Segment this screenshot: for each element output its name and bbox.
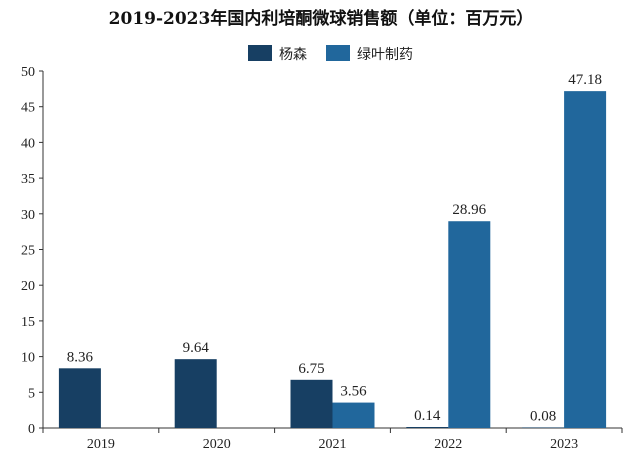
x-tick-label: 2021 bbox=[319, 437, 347, 452]
bar-yangsen-2020 bbox=[174, 359, 217, 428]
x-tick-label: 2019 bbox=[87, 437, 115, 452]
data-label: 9.64 bbox=[183, 340, 210, 356]
bar-yangsen-2023 bbox=[522, 427, 565, 429]
x-tick-label: 2020 bbox=[203, 437, 231, 452]
x-tick-label: 2023 bbox=[550, 437, 578, 452]
data-label: 8.36 bbox=[67, 349, 94, 365]
legend-swatch-luye bbox=[326, 45, 350, 61]
y-tick-label: 25 bbox=[21, 244, 35, 259]
y-tick-label: 30 bbox=[21, 208, 35, 223]
y-tick-label: 15 bbox=[21, 315, 35, 330]
data-label: 0.08 bbox=[530, 408, 556, 424]
legend-label-yangsen: 杨森 bbox=[279, 47, 307, 63]
y-tick-label: 5 bbox=[28, 386, 35, 401]
data-label: 3.56 bbox=[340, 384, 367, 400]
data-labels: 8.36 9.64 6.75 0.14 0.08 3.56 28.96 47.18 bbox=[67, 72, 602, 424]
legend-label-luye: 绿叶制药 bbox=[357, 47, 413, 63]
y-tick-label: 45 bbox=[21, 101, 35, 116]
bar-luye-2021 bbox=[332, 402, 375, 428]
y-axis: 0 5 10 15 20 25 30 35 40 45 50 bbox=[21, 65, 44, 437]
y-tick-label: 50 bbox=[21, 65, 35, 80]
bar-yangsen-2022 bbox=[406, 427, 449, 428]
bar-yangsen-2021 bbox=[290, 379, 333, 428]
bar-luye-2023 bbox=[564, 91, 607, 428]
legend-swatch-yangsen bbox=[248, 45, 272, 61]
data-label: 6.75 bbox=[298, 361, 324, 377]
y-tick-label: 35 bbox=[21, 172, 35, 187]
x-tick-label: 2022 bbox=[434, 437, 462, 452]
chart-title: 2019-2023年国内利培酮微球销售额（单位：百万元） bbox=[109, 8, 534, 29]
data-label: 28.96 bbox=[452, 202, 486, 218]
bar-luye-2022 bbox=[448, 221, 491, 428]
data-label: 47.18 bbox=[568, 72, 602, 88]
bars bbox=[58, 91, 607, 429]
y-tick-label: 0 bbox=[28, 422, 35, 437]
y-tick-label: 40 bbox=[21, 136, 35, 151]
data-label: 0.14 bbox=[414, 408, 441, 424]
bar-yangsen-2019 bbox=[58, 368, 101, 428]
x-axis: 2019 2020 2021 2022 2023 bbox=[42, 427, 623, 452]
y-tick-label: 20 bbox=[21, 279, 35, 294]
legend: 杨森 绿叶制药 bbox=[248, 45, 413, 63]
y-tick-label: 10 bbox=[21, 351, 35, 366]
